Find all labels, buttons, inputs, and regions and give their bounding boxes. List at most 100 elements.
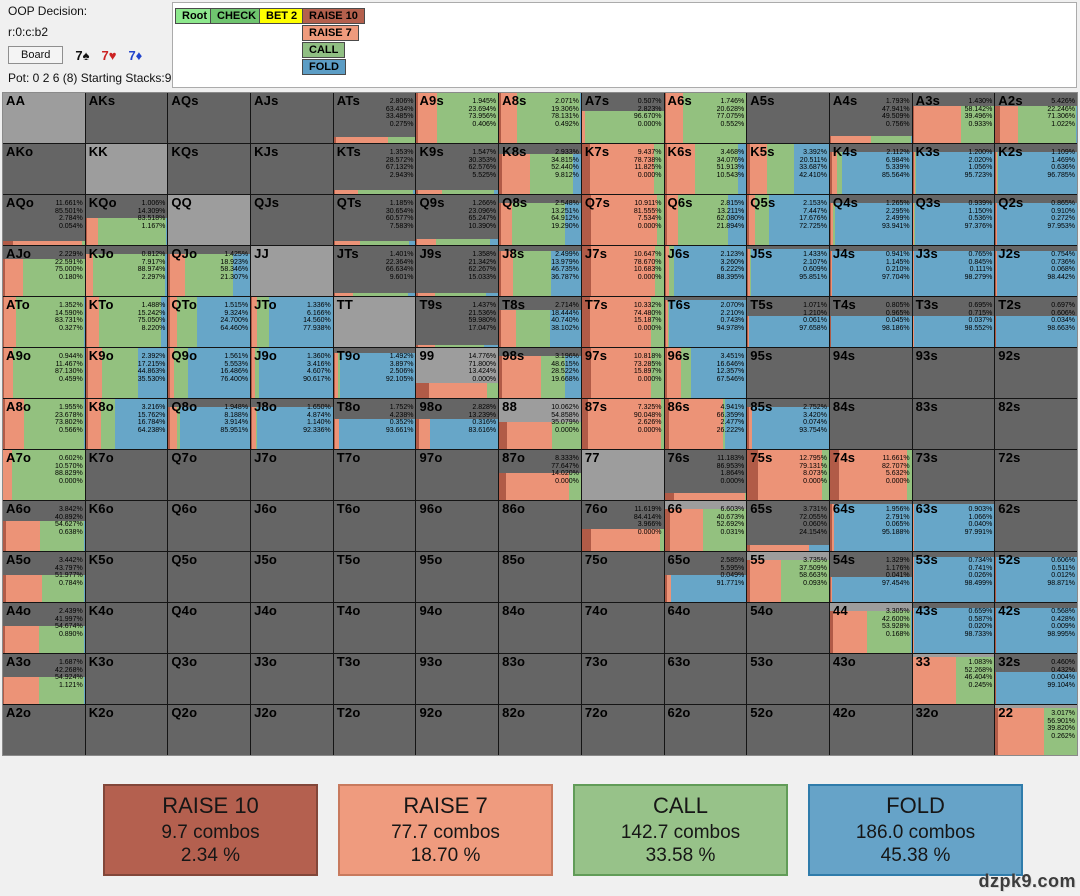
hand-cell-JTo[interactable]: 1.336% 6.166% 14.560% 77.938% JTo	[251, 297, 333, 347]
hand-cell-53o[interactable]: 53o	[747, 654, 829, 704]
hand-cell-94o[interactable]: 94o	[416, 603, 499, 653]
hand-cell-44[interactable]: 3.305% 42.600% 53.928% 0.168% 44	[829, 603, 912, 653]
hand-cell-Q9o[interactable]: 1.561% 5.553% 16.486% 76.400% Q9o	[168, 348, 251, 398]
hand-cell-Q3o[interactable]: Q3o	[168, 654, 251, 704]
hand-cell-A3s[interactable]: 1.430% 58.142% 39.496% 0.933% A3s	[912, 93, 995, 143]
hand-cell-K6o[interactable]: K6o	[85, 501, 168, 551]
hand-cell-Q6s[interactable]: 2.815% 13.211% 62.080% 21.894% Q6s	[664, 195, 747, 245]
hand-cell-93s[interactable]: 93s	[912, 348, 995, 398]
hand-cell-QTo[interactable]: 1.515% 9.324% 24.700% 64.460% QTo	[168, 297, 251, 347]
hand-cell-K3o[interactable]: K3o	[85, 654, 168, 704]
hand-cell-AKo[interactable]: AKo	[3, 144, 85, 194]
hand-cell-AQo[interactable]: 11.661% 85.501% 2.784% 0.054% AQo	[3, 195, 85, 245]
hand-cell-54s[interactable]: 1.329% 1.176% 0.041% 97.454% 54s	[829, 552, 912, 602]
hand-cell-K7s[interactable]: 9.437% 78.738% 11.825% 0.000% K7s	[581, 144, 664, 194]
hand-cell-62o[interactable]: 62o	[664, 705, 747, 755]
hand-cell-T7o[interactable]: T7o	[333, 450, 416, 500]
hand-cell-JTs[interactable]: 1.401% 22.364% 66.634% 9.601% JTs	[333, 246, 416, 296]
hand-cell-J8o[interactable]: 1.650% 4.874% 1.140% 92.336% J8o	[251, 399, 333, 449]
hand-cell-A9o[interactable]: 0.944% 11.467% 87.130% 0.459% A9o	[3, 348, 85, 398]
hand-cell-Q8s[interactable]: 2.548% 13.251% 64.912% 19.290% Q8s	[499, 195, 581, 245]
hand-cell-Q4o[interactable]: Q4o	[168, 603, 251, 653]
hand-cell-T8s[interactable]: 2.714% 18.444% 40.740% 38.102% T8s	[499, 297, 581, 347]
tree-node-root[interactable]: Root	[175, 8, 215, 24]
hand-cell-Q3s[interactable]: 0.939% 1.150% 0.536% 97.376% Q3s	[912, 195, 995, 245]
hand-cell-32o[interactable]: 32o	[912, 705, 995, 755]
hand-cell-95s[interactable]: 95s	[747, 348, 829, 398]
hand-cell-J9o[interactable]: 1.360% 3.416% 4.607% 90.617% J9o	[251, 348, 333, 398]
hand-cell-J3s[interactable]: 0.765% 0.845% 0.111% 98.279% J3s	[912, 246, 995, 296]
hand-cell-J7o[interactable]: J7o	[251, 450, 333, 500]
hand-cell-K4o[interactable]: K4o	[85, 603, 168, 653]
hand-cell-AJo[interactable]: 2.229% 22.591% 75.000% 0.180% AJo	[3, 246, 85, 296]
hand-cell-AQs[interactable]: AQs	[168, 93, 251, 143]
hand-cell-53s[interactable]: 0.734% 0.741% 0.026% 98.499% 53s	[912, 552, 995, 602]
board-button[interactable]: Board	[8, 46, 64, 64]
hand-cell-J4o[interactable]: J4o	[251, 603, 333, 653]
hand-cell-43o[interactable]: 43o	[829, 654, 912, 704]
hand-cell-J5s[interactable]: 1.433% 2.107% 0.609% 95.851% J5s	[747, 246, 829, 296]
hand-cell-K2s[interactable]: 1.109% 1.469% 0.636% 96.785% K2s	[995, 144, 1077, 194]
hand-cell-J6s[interactable]: 2.123% 3.260% 6.222% 88.395% J6s	[664, 246, 747, 296]
hand-cell-AKs[interactable]: AKs	[85, 93, 168, 143]
tree-node-call[interactable]: CALL	[302, 42, 346, 58]
hand-cell-A5o[interactable]: 3.442% 43.797% 51.977% 0.784% A5o	[3, 552, 85, 602]
hand-cell-K5s[interactable]: 3.392% 20.511% 33.687% 42.410% K5s	[747, 144, 829, 194]
hand-cell-J2o[interactable]: J2o	[251, 705, 333, 755]
hand-cell-T8o[interactable]: 1.752% 4.238% 0.352% 93.661% T8o	[333, 399, 416, 449]
hand-cell-J2s[interactable]: 0.754% 0.736% 0.068% 98.442% J2s	[995, 246, 1077, 296]
hand-cell-32s[interactable]: 0.460% 0.432% 0.004% 99.104% 32s	[995, 654, 1077, 704]
hand-cell-J8s[interactable]: 2.499% 13.979% 46.735% 36.787% J8s	[499, 246, 581, 296]
hand-cell-82s[interactable]: 82s	[995, 399, 1077, 449]
hand-cell-T9s[interactable]: 1.437% 21.536% 59.980% 17.047% T9s	[416, 297, 499, 347]
hand-cell-K2o[interactable]: K2o	[85, 705, 168, 755]
hand-cell-A3o[interactable]: 1.687% 42.268% 54.924% 1.121% A3o	[3, 654, 85, 704]
hand-cell-QJs[interactable]: QJs	[251, 195, 333, 245]
hand-cell-ATs[interactable]: 2.806% 63.434% 33.485% 0.275% ATs	[333, 93, 416, 143]
tree-node-raise10[interactable]: RAISE 10	[302, 8, 365, 24]
hand-cell-A4o[interactable]: 2.439% 41.997% 54.674% 0.890% A4o	[3, 603, 85, 653]
hand-cell-84o[interactable]: 84o	[499, 603, 581, 653]
hand-cell-22[interactable]: 3.017% 56.901% 39.820% 0.262% 22	[995, 705, 1077, 755]
hand-cell-85s[interactable]: 2.752% 3.420% 0.074% 93.754% 85s	[747, 399, 829, 449]
hand-cell-98o[interactable]: 2.828% 13.239% 0.316% 83.616% 98o	[416, 399, 499, 449]
hand-cell-52o[interactable]: 52o	[747, 705, 829, 755]
hand-cell-T5s[interactable]: 1.071% 1.210% 0.061% 97.658% T5s	[747, 297, 829, 347]
hand-cell-A4s[interactable]: 1.793% 47.941% 49.509% 0.756% A4s	[829, 93, 912, 143]
hand-cell-T5o[interactable]: T5o	[333, 552, 416, 602]
hand-cell-87s[interactable]: 7.325% 90.048% 2.626% 0.000% 87s	[581, 399, 664, 449]
hand-cell-Q4s[interactable]: 1.265% 2.295% 2.499% 93.941% Q4s	[829, 195, 912, 245]
hand-cell-J4s[interactable]: 0.941% 1.145% 0.210% 97.704% J4s	[829, 246, 912, 296]
hand-cell-K3s[interactable]: 1.200% 2.020% 1.056% 95.723% K3s	[912, 144, 995, 194]
hand-cell-76s[interactable]: 11.183% 86.953% 1.864% 0.000% 76s	[664, 450, 747, 500]
hand-cell-J6o[interactable]: J6o	[251, 501, 333, 551]
hand-cell-72s[interactable]: 72s	[995, 450, 1077, 500]
hand-cell-96o[interactable]: 96o	[416, 501, 499, 551]
hand-cell-J5o[interactable]: J5o	[251, 552, 333, 602]
hand-cell-97o[interactable]: 97o	[416, 450, 499, 500]
hand-cell-63s[interactable]: 0.903% 1.066% 0.040% 97.991% 63s	[912, 501, 995, 551]
hand-cell-52s[interactable]: 0.606% 0.511% 0.012% 98.871% 52s	[995, 552, 1077, 602]
hand-cell-QJo[interactable]: 1.425% 18.923% 58.346% 21.307% QJo	[168, 246, 251, 296]
hand-cell-62s[interactable]: 62s	[995, 501, 1077, 551]
hand-cell-A7s[interactable]: 0.507% 2.823% 96.670% 0.000% A7s	[581, 93, 664, 143]
hand-cell-64o[interactable]: 64o	[664, 603, 747, 653]
hand-cell-99[interactable]: 14.776% 71.800% 13.424% 0.000% 99	[416, 348, 499, 398]
hand-cell-K6s[interactable]: 3.468% 34.076% 51.913% 10.543% K6s	[664, 144, 747, 194]
hand-cell-K5o[interactable]: K5o	[85, 552, 168, 602]
hand-cell-83s[interactable]: 83s	[912, 399, 995, 449]
hand-cell-K9s[interactable]: 1.547% 30.353% 62.576% 5.525% K9s	[416, 144, 499, 194]
hand-cell-KJo[interactable]: 0.812% 7.917% 88.974% 2.297% KJo	[85, 246, 168, 296]
hand-cell-54o[interactable]: 54o	[747, 603, 829, 653]
hand-cell-86o[interactable]: 86o	[499, 501, 581, 551]
hand-cell-J9s[interactable]: 1.358% 21.342% 62.267% 15.033% J9s	[416, 246, 499, 296]
hand-cell-43s[interactable]: 0.659% 0.587% 0.020% 98.733% 43s	[912, 603, 995, 653]
hand-cell-83o[interactable]: 83o	[499, 654, 581, 704]
hand-cell-K9o[interactable]: 2.392% 17.215% 44.863% 35.530% K9o	[85, 348, 168, 398]
hand-cell-T9o[interactable]: 1.492% 3.897% 2.506% 92.105% T9o	[333, 348, 416, 398]
hand-cell-Q5s[interactable]: 2.153% 7.447% 17.676% 72.725% Q5s	[747, 195, 829, 245]
hand-cell-72o[interactable]: 72o	[581, 705, 664, 755]
hand-cell-A2s[interactable]: 5.426% 22.246% 71.306% 1.022% A2s	[995, 93, 1077, 143]
hand-cell-88[interactable]: 10.062% 54.858% 35.079% 0.000% 88	[499, 399, 581, 449]
hand-cell-ATo[interactable]: 1.352% 14.590% 83.731% 0.327% ATo	[3, 297, 85, 347]
